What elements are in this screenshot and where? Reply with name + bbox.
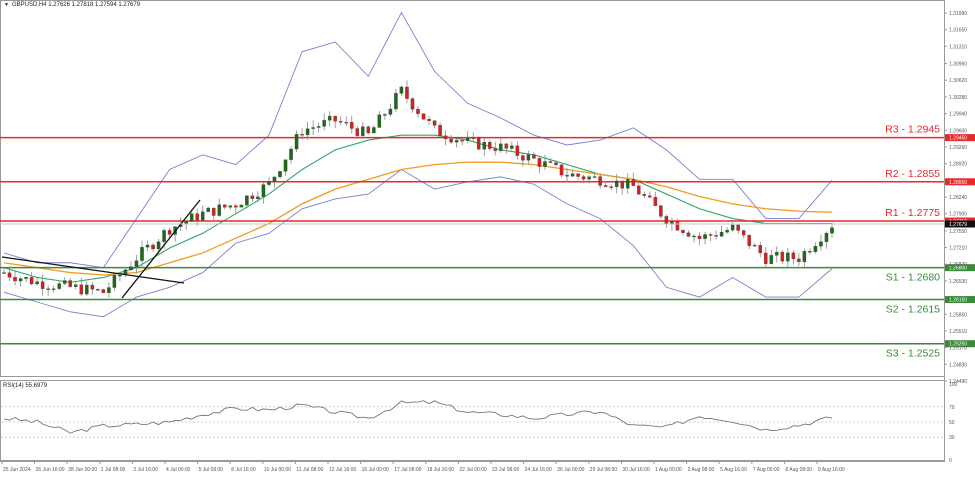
downtrend-line[interactable] bbox=[1, 256, 185, 284]
time-tick: 2 Aug 08:00 bbox=[688, 467, 715, 473]
price-tick: 1.25850 bbox=[949, 312, 967, 318]
level-price-tag bbox=[945, 296, 975, 304]
price-tick: 1.25510 bbox=[949, 329, 967, 335]
price-tick: 1.30280 bbox=[949, 95, 967, 101]
level-price-tag bbox=[945, 264, 975, 272]
rsi-label: RSI(14) 55.6979 bbox=[3, 383, 48, 389]
price-tick: 1.30620 bbox=[949, 78, 967, 84]
time-tick: 25 Jun 2024 bbox=[3, 467, 31, 473]
time-tick: 8 Jul 16:00 bbox=[231, 467, 256, 473]
price-tick: 1.26870 bbox=[949, 262, 967, 268]
time-tick: 1 Aug 00:00 bbox=[655, 467, 682, 473]
time-tick: 17 Jul 08:00 bbox=[394, 467, 421, 473]
level-label-s1: S1 - 1.2680 bbox=[886, 272, 940, 284]
price-tick: 1.27210 bbox=[949, 246, 967, 252]
price-tick: 1.31310 bbox=[949, 44, 967, 50]
level-price-tag bbox=[945, 178, 975, 186]
time-tick: 2 Jul 16:00 bbox=[133, 467, 158, 473]
price-tick: 1.27550 bbox=[949, 229, 967, 235]
time-tick: 18 Jul 16:00 bbox=[427, 467, 454, 473]
price-tick: 1.24830 bbox=[949, 362, 967, 368]
current-price-tag bbox=[945, 220, 975, 228]
uptrend-line[interactable] bbox=[121, 199, 201, 299]
candlesticks bbox=[2, 80, 834, 298]
time-tick: 5 Aug 16:00 bbox=[720, 467, 747, 473]
svg-text:1.27679: 1.27679 bbox=[949, 222, 967, 228]
rsi-tick: 30 bbox=[949, 435, 955, 441]
time-axis: 25 Jun 2024 26 Jun 16:00 28 Jun 00:00 1 Jul… bbox=[0, 461, 945, 473]
time-tick: 16 Jul 00:00 bbox=[362, 467, 389, 473]
time-tick: 9 Aug 16:00 bbox=[818, 467, 845, 473]
time-tick: 10 Jul 00:00 bbox=[264, 467, 291, 473]
time-tick: 4 Jul 00:00 bbox=[166, 467, 191, 473]
price-tick: 1.29940 bbox=[949, 112, 967, 118]
main-chart-frame bbox=[0, 0, 945, 377]
time-tick: 29 Jul 08:00 bbox=[590, 467, 617, 473]
trendlines[interactable] bbox=[1, 199, 201, 299]
time-tick: 8 Aug 08:00 bbox=[785, 467, 812, 473]
time-tick: 11 Jul 08:00 bbox=[296, 467, 323, 473]
time-tick: 23 Jul 08:00 bbox=[492, 467, 519, 473]
level-price-tag bbox=[945, 340, 975, 348]
price-tick: 1.24490 bbox=[949, 379, 967, 385]
svg-text:1.26800: 1.26800 bbox=[949, 266, 967, 272]
time-tick: 24 Jul 16:00 bbox=[525, 467, 552, 473]
time-tick: 30 Jul 16:00 bbox=[622, 467, 649, 473]
rsi-line bbox=[3, 400, 833, 434]
svg-text:1.26150: 1.26150 bbox=[949, 298, 967, 304]
rsi-frame bbox=[0, 380, 945, 461]
level-label-s2: S2 - 1.2615 bbox=[886, 304, 940, 316]
price-tick: 1.29260 bbox=[949, 145, 967, 151]
svg-text:1.28550: 1.28550 bbox=[949, 180, 967, 186]
price-tick: 1.25170 bbox=[949, 346, 967, 352]
time-tick: 5 Jul 08:00 bbox=[199, 467, 224, 473]
price-tick: 1.30960 bbox=[949, 62, 967, 68]
time-tick: 26 Jul 00:00 bbox=[557, 467, 584, 473]
dropdown-triangle-icon[interactable]: ▼ bbox=[4, 2, 9, 8]
rsi-tick: 50 bbox=[949, 420, 955, 426]
rsi-panel: 100 70 50 30 0 bbox=[1, 382, 958, 464]
level-label-r3: R3 - 1.2945 bbox=[885, 124, 940, 136]
level-label-s3: S3 - 1.2525 bbox=[886, 348, 940, 360]
price-tick: 1.28240 bbox=[949, 195, 967, 201]
time-tick: 7 Aug 00:00 bbox=[753, 467, 780, 473]
time-tick: 26 Jun 16:00 bbox=[36, 467, 65, 473]
symbol-header: ▼ GBPUSD,H4 1.27626 1.27818 1.27594 1.27… bbox=[4, 2, 140, 8]
price-tick: 1.28920 bbox=[949, 162, 967, 168]
time-tick: 12 Jul 16:00 bbox=[329, 467, 356, 473]
symbol-ohlc: GBPUSD,H4 1.27626 1.27818 1.27594 1.2767… bbox=[11, 2, 141, 8]
svg-text:1.29450: 1.29450 bbox=[949, 136, 967, 142]
time-tick: 22 Jul 00:00 bbox=[459, 467, 486, 473]
time-tick: 28 Jun 00:00 bbox=[68, 467, 97, 473]
price-tick: 1.31990 bbox=[949, 11, 967, 17]
level-label-r1: R1 - 1.2775 bbox=[885, 207, 940, 219]
rsi-tick: 70 bbox=[949, 405, 955, 411]
price-tick: 1.27900 bbox=[949, 212, 967, 218]
price-tick: 1.31650 bbox=[949, 28, 967, 34]
rsi-tick: 0 bbox=[949, 458, 952, 464]
svg-text:1.25250: 1.25250 bbox=[949, 342, 967, 348]
rsi-tick: 100 bbox=[949, 382, 958, 388]
price-tick: 1.26530 bbox=[949, 279, 967, 285]
support-resistance-levels[interactable]: R3 - 1.2945 1.29450 R2 - 1.2855 1.28550 R1 -… bbox=[0, 124, 975, 360]
time-tick: 1 Jul 08:00 bbox=[101, 467, 126, 473]
price-axis: 1.31990 1.31650 1.31310 1.30960 1.30620 1.302… bbox=[944, 0, 967, 461]
price-tick: 1.29600 bbox=[949, 128, 967, 134]
level-price-tag bbox=[945, 134, 975, 142]
level-label-r2: R2 - 1.2855 bbox=[885, 168, 940, 180]
